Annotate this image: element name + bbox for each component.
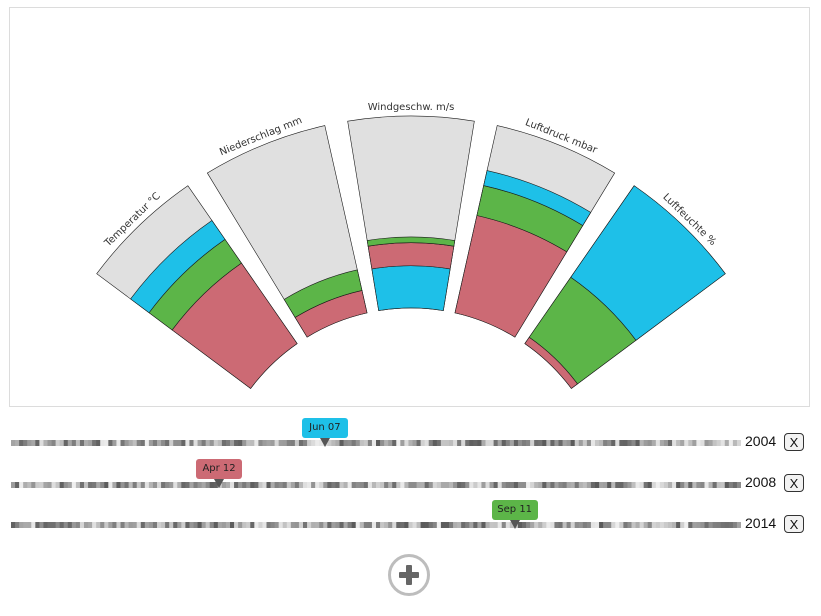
date-marker[interactable]: Apr 12 xyxy=(196,459,243,488)
bar-segment xyxy=(367,242,455,270)
remove-year-button[interactable]: X xyxy=(784,515,804,533)
timeline-heatstrip xyxy=(11,482,741,488)
timeline-track[interactable] xyxy=(11,522,741,528)
marker-pin-icon xyxy=(509,520,520,529)
remove-year-button[interactable]: X xyxy=(784,474,804,492)
category-label: Windgeschw. m/s xyxy=(368,102,455,113)
bar-segment xyxy=(366,236,456,247)
bar-segment xyxy=(130,220,226,314)
bar-segment xyxy=(483,170,592,226)
timeline-heatstrip xyxy=(11,440,741,446)
bar-segment xyxy=(283,269,363,318)
timeline-track[interactable] xyxy=(11,440,741,446)
date-marker-label: Apr 12 xyxy=(202,463,236,474)
remove-year-button[interactable]: X xyxy=(784,433,804,451)
date-marker-label: Sep 11 xyxy=(497,504,533,515)
bar-segment xyxy=(570,185,726,341)
add-year-button[interactable] xyxy=(388,554,430,596)
date-marker-label: Jun 07 xyxy=(309,422,341,433)
marker-pin-icon xyxy=(319,438,330,447)
chart-panel: Temperatur °C Niederschlag mm Windgeschw. … xyxy=(9,7,810,407)
date-marker[interactable]: Sep 11 xyxy=(491,500,538,529)
year-label: 2008 xyxy=(745,474,777,490)
timeline-track[interactable] xyxy=(11,482,741,488)
marker-pin-icon xyxy=(214,479,225,488)
year-label: 2004 xyxy=(745,433,777,449)
date-marker[interactable]: Jun 07 xyxy=(301,418,348,447)
year-label: 2014 xyxy=(745,515,777,531)
bar-segment xyxy=(371,265,451,311)
timeline-heatstrip xyxy=(11,522,741,528)
